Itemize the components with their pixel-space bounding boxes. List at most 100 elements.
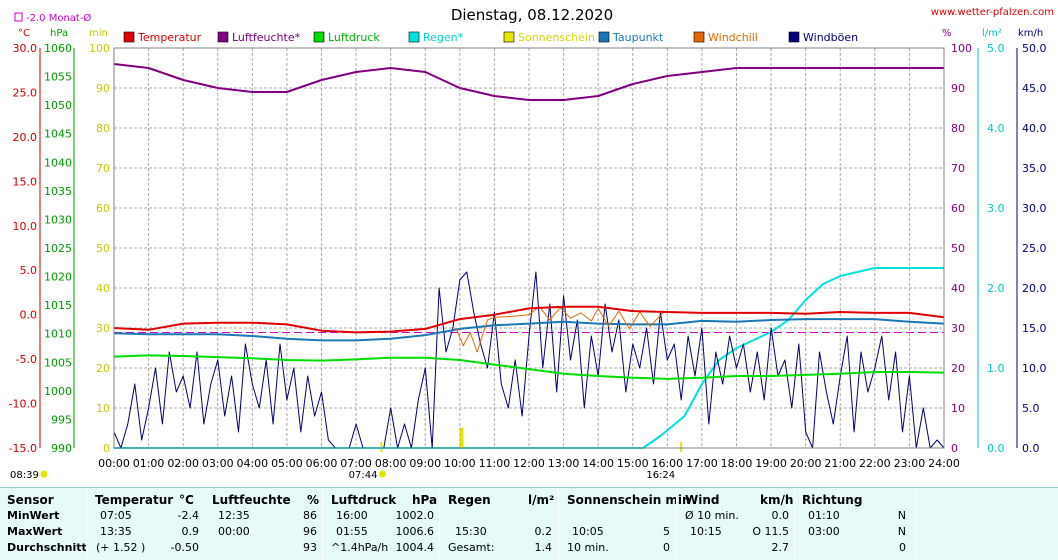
sunshine-tick-label: 100 <box>89 42 110 55</box>
legend-label: Regen* <box>423 31 464 44</box>
stats-sensor-col: Sensor MinWert MaxWert Durchschnitt <box>0 488 87 560</box>
x-tick-label: 15:00 <box>617 457 649 470</box>
direction-min-value: N <box>897 509 906 522</box>
x-tick-label: 18:00 <box>721 457 753 470</box>
x-tick-label: 07:00 <box>340 457 372 470</box>
stats-divider <box>558 488 559 560</box>
series-line-luftfeuchte <box>113 63 944 101</box>
stats-header-temp-unit: °C <box>179 493 194 507</box>
x-tick-label: 21:00 <box>824 457 856 470</box>
legend-swatch <box>788 31 800 43</box>
stats-header-pressure: Luftdruck <box>331 493 397 507</box>
legend-label: Temperatur <box>137 31 202 44</box>
pressure-tick-label: 1030 <box>44 213 72 226</box>
sun-icon <box>40 470 48 478</box>
temperature-tick-label: 30.0 <box>13 42 38 55</box>
pressure-tick-label: 1045 <box>44 128 72 141</box>
wind-tick-label: 20.0 <box>1022 282 1047 295</box>
temperature-tick-label: 0.0 <box>20 309 38 322</box>
sunshine-tick-label: 70 <box>96 162 110 175</box>
chart-title: Dienstag, 08.12.2020 <box>451 6 613 24</box>
legend-label: Luftfeuchte* <box>232 31 301 44</box>
wind-tick-label: 40.0 <box>1022 122 1047 135</box>
row-label-min: MinWert <box>7 509 60 522</box>
sunshine-max-value: 5 <box>663 525 670 538</box>
rain-tick-label: 4.0 <box>987 122 1005 135</box>
sunshine-tick-label: 0 <box>103 442 110 455</box>
stats-rain-col: Regen l/m² 15:30 0.2 Gesamt: 1.4 <box>440 488 558 560</box>
x-tick-label: 19:00 <box>755 457 787 470</box>
month-avg-label: -2.0 Monat-Ø <box>26 12 91 24</box>
x-tick-label: 01:00 <box>133 457 165 470</box>
humidity-tick-label: 10 <box>951 402 965 415</box>
legend-swatch <box>598 31 610 43</box>
stats-header-temp: Temperatur <box>95 493 174 507</box>
humidity-tick-label: 0 <box>951 442 958 455</box>
pressure-tick-label: 1000 <box>44 385 72 398</box>
stats-header-rain: Regen <box>448 493 491 507</box>
stats-divider <box>322 488 323 560</box>
stats-divider <box>439 488 440 560</box>
daylight-start-label: 08:39 <box>10 470 39 481</box>
legend-label: Luftdruck <box>328 31 380 44</box>
humidity-avg: 93 <box>303 541 317 554</box>
humidity-min-time: 12:35 <box>218 509 250 522</box>
pressure-tick-label: 1005 <box>44 356 72 369</box>
stats-divider <box>86 488 87 560</box>
x-tick-label: 22:00 <box>859 457 891 470</box>
temperature-tick-label: -15.0 <box>9 442 37 455</box>
wind-min-value: 0.0 <box>771 509 790 522</box>
axis-unit-label: °C <box>18 28 30 39</box>
temperature-tick-label: 15.0 <box>13 175 38 188</box>
stats-humidity-col: Luftfeuchte % 12:35 86 00:00 96 93 <box>206 488 322 560</box>
chart-grid <box>113 47 945 449</box>
stats-divider <box>794 488 795 560</box>
humidity-tick-label: 80 <box>951 122 965 135</box>
wind-tick-label: 25.0 <box>1022 242 1047 255</box>
wind-tick-label: 45.0 <box>1022 82 1047 95</box>
humidity-tick-label: 90 <box>951 82 965 95</box>
axis-unit-label: % <box>942 28 952 39</box>
temperature-tick-label: 5.0 <box>20 264 38 277</box>
wind-tick-label: 0.0 <box>1022 442 1040 455</box>
sunset-label: 16:24 <box>646 470 675 481</box>
stats-divider <box>915 488 916 560</box>
direction-min-time: 01:10 <box>808 509 840 522</box>
x-tick-label: 23:00 <box>894 457 926 470</box>
temperature-tick-label: 10.0 <box>13 220 38 233</box>
sunshine-bar <box>459 427 464 449</box>
pressure-tick-label: 1020 <box>44 271 72 284</box>
x-tick-label: 16:00 <box>651 457 683 470</box>
x-tick-label: 09:00 <box>409 457 441 470</box>
x-tick-label: 03:00 <box>202 457 234 470</box>
rain-tick-label: 1.0 <box>987 362 1005 375</box>
temp-min-value: -2.4 <box>177 509 199 522</box>
sunshine-tick-label: 80 <box>96 122 110 135</box>
temp-avg: -0.50 <box>170 541 199 554</box>
x-tick-label: 06:00 <box>306 457 338 470</box>
stats-temp-col: Temperatur °C 07:05 -2.4 13:35 0.9 (+ 1.… <box>87 488 205 560</box>
sunshine-tick-label: 10 <box>96 402 110 415</box>
series-line-taupunkt <box>113 318 945 342</box>
pressure-min-value: 1002.0 <box>395 509 435 522</box>
pressure-tick-label: 1015 <box>44 299 72 312</box>
sunrise-label: 07:44 <box>349 470 378 481</box>
axis-unit-label: l/m² <box>982 28 1002 39</box>
temp-trend: (+ 1.52 ) <box>96 541 146 554</box>
pressure-tick-label: 1025 <box>44 242 72 255</box>
sunshine-total: 0 <box>663 541 670 554</box>
x-tick-label: 10:00 <box>444 457 476 470</box>
stats-divider <box>205 488 206 560</box>
site-link[interactable]: www.wetter-pfalzen.com <box>931 7 1054 18</box>
pressure-tick-label: 1055 <box>44 71 72 84</box>
rain-tick-label: 2.0 <box>987 282 1005 295</box>
series-line-temperatur <box>113 305 945 334</box>
stats-header-wind-unit: km/h <box>760 493 794 507</box>
pressure-max-time: 01:55 <box>336 525 368 538</box>
sunshine-max-time: 10:05 <box>572 525 604 538</box>
rain-tick-label: 5.0 <box>987 42 1005 55</box>
stats-direction-col: Richtung 01:10 N 03:00 N 0 <box>795 488 915 560</box>
x-tick-label: 08:00 <box>375 457 407 470</box>
x-tick-label: 04:00 <box>236 457 268 470</box>
humidity-max-value: 96 <box>303 525 317 538</box>
